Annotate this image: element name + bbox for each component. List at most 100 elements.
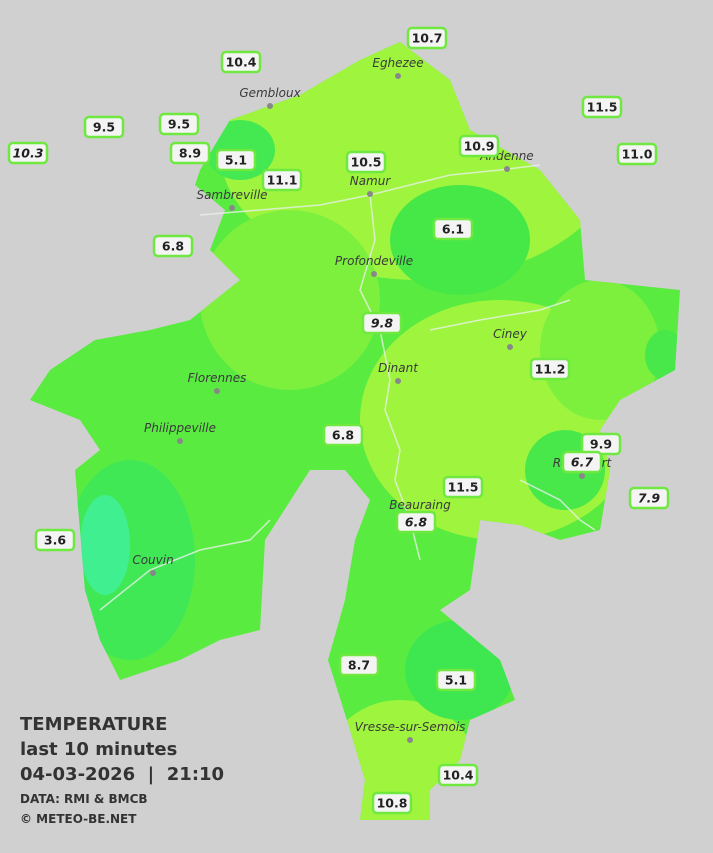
station-value: 5.1 <box>445 673 467 688</box>
station: 9.9 <box>580 432 622 456</box>
town-dot <box>371 271 377 277</box>
station-value: 8.7 <box>348 658 370 673</box>
legend-copyright: © METEO-BE.NET <box>20 812 137 826</box>
station-box <box>561 450 603 474</box>
station-box <box>628 486 670 510</box>
town-label: Florennes <box>188 371 247 385</box>
station: 8.7 <box>338 653 380 677</box>
station: 9.5 <box>158 112 200 136</box>
town-label: Gembloux <box>239 86 301 100</box>
town-label: Beauraing <box>389 498 451 512</box>
town-dot <box>504 166 510 172</box>
station-value: 5.1 <box>225 153 247 168</box>
station-value: 9.5 <box>168 117 190 132</box>
legend-datetime: 04-03-2026 | 21:10 <box>20 764 224 785</box>
stations: 10.7 10.4 11.5 9.5 9.5 10.3 8.9 5.1 10.9 10.5 11.0… <box>7 26 670 815</box>
station-box <box>261 168 303 192</box>
station: 6.8 <box>322 423 364 447</box>
station-box <box>158 112 200 136</box>
station: 5.1 <box>435 668 477 692</box>
station: 8.9 <box>169 141 211 165</box>
station: 3.6 <box>34 528 76 552</box>
station-box <box>34 528 76 552</box>
station-box <box>215 148 257 172</box>
station: 10.4 <box>437 763 479 787</box>
station-value: 10.4 <box>443 768 474 783</box>
station-box <box>406 26 448 50</box>
station: 10.8 <box>371 791 413 815</box>
town-dot <box>507 344 513 350</box>
station-box <box>345 150 387 174</box>
station-value: 9.5 <box>93 120 115 135</box>
station-box <box>338 653 380 677</box>
station: 10.3 <box>7 141 49 165</box>
station-value: 11.0 <box>622 147 653 162</box>
station: 9.8 <box>361 311 403 335</box>
town-dot <box>150 570 156 576</box>
town-label: Eghezee <box>372 56 423 70</box>
legend-source: DATA: RMI & BMCB <box>20 792 148 806</box>
town-label: Sambreville <box>196 188 267 202</box>
town-dot <box>395 73 401 79</box>
station: 10.5 <box>345 150 387 174</box>
station-value: 11.5 <box>448 480 479 495</box>
station: 10.4 <box>220 50 262 74</box>
station-box <box>220 50 262 74</box>
station: 9.5 <box>83 115 125 139</box>
station-box <box>83 115 125 139</box>
rivers <box>99 164 596 611</box>
station-value: 10.3 <box>13 146 44 161</box>
station: 11.5 <box>442 475 484 499</box>
town-label: Philippeville <box>144 421 216 435</box>
town-dot <box>367 191 373 197</box>
station-box <box>361 311 403 335</box>
station: 5.1 <box>215 148 257 172</box>
station-value: 11.1 <box>267 173 298 188</box>
station-value: 6.7 <box>571 455 593 470</box>
station-box <box>435 668 477 692</box>
station-box <box>371 791 413 815</box>
station-value: 6.8 <box>405 515 427 530</box>
station-value: 10.5 <box>351 155 382 170</box>
town-label: Vresse-sur-Semois <box>355 720 466 734</box>
town-dot <box>177 438 183 444</box>
station: 11.5 <box>581 95 623 119</box>
station-value: 3.6 <box>44 533 66 548</box>
town-dot <box>229 205 235 211</box>
station: 6.1 <box>432 217 474 241</box>
station: 11.0 <box>616 142 658 166</box>
station: 6.8 <box>395 510 437 534</box>
station-box <box>581 95 623 119</box>
station: 6.8 <box>152 234 194 258</box>
station: 10.7 <box>406 26 448 50</box>
station-box <box>442 475 484 499</box>
town-dot <box>407 737 413 743</box>
town-dot <box>214 388 220 394</box>
station: 11.1 <box>261 168 303 192</box>
legend-title: TEMPERATURE <box>20 714 167 735</box>
town-dot <box>267 103 273 109</box>
station: 7.9 <box>628 486 670 510</box>
station-value: 7.9 <box>638 491 660 506</box>
towns: EghezeeGemblouxAndenneNamurSambrevillePr… <box>132 56 613 743</box>
station-box <box>529 357 571 381</box>
town-label: Namur <box>350 174 392 188</box>
station-box <box>7 141 49 165</box>
station-box <box>169 141 211 165</box>
station: 10.9 <box>458 134 500 158</box>
station: 6.7 <box>561 450 603 474</box>
station-box <box>432 217 474 241</box>
station-value: 6.1 <box>442 222 464 237</box>
town-label: Profondeville <box>335 254 413 268</box>
town-dot <box>395 378 401 384</box>
town-label: Ciney <box>493 327 528 341</box>
station-value: 10.8 <box>377 796 408 811</box>
station-box <box>458 134 500 158</box>
station: 11.2 <box>529 357 571 381</box>
station-value: 10.7 <box>412 31 443 46</box>
station-box <box>616 142 658 166</box>
station-box <box>322 423 364 447</box>
station-value: 11.2 <box>535 362 566 377</box>
legend-period: last 10 minutes <box>20 739 177 760</box>
